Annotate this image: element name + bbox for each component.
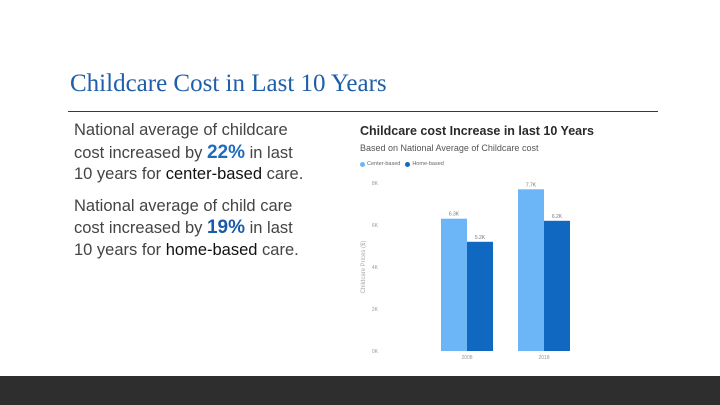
home-based-term: home-based <box>165 240 258 259</box>
y-tick-label: 0K <box>372 349 379 355</box>
bar-home-based-2018 <box>544 220 570 351</box>
paragraph-center-based: National average of childcare cost incre… <box>74 120 314 186</box>
y-axis-label: Childcare Prices ($) <box>361 241 367 294</box>
chart-subtitle: Based on National Average of Childcare c… <box>360 143 539 153</box>
data-label: 6.2K <box>552 214 563 220</box>
bar-center-based-2008 <box>441 218 467 351</box>
center-based-percent: 22% <box>206 141 246 163</box>
paragraph-text: care. <box>257 240 299 259</box>
y-tick-label: 6K <box>372 223 379 229</box>
y-tick-label: 2K <box>372 307 379 313</box>
legend-dot-center-based <box>360 161 365 167</box>
paragraph-text: National average of child care cost incr… <box>74 196 293 238</box>
legend-dot-home-based <box>405 161 411 167</box>
legend-label-home-based: Home-based <box>412 161 444 167</box>
legend-label-center-based: Center-based <box>367 161 401 167</box>
chart-panel: Childcare cost Increase in last 10 Years… <box>354 117 660 365</box>
text-body: National average of childcare cost incre… <box>74 120 314 271</box>
paragraph-text: care. <box>262 165 304 183</box>
y-tick-label: 8K <box>372 181 379 187</box>
legend-item-center-based: Center-based <box>360 161 400 167</box>
bar-home-based-2008 <box>467 241 493 351</box>
slide-title: Childcare Cost in Last 10 Years <box>70 70 387 97</box>
paragraph-text: in last 10 years for <box>74 143 293 184</box>
legend-item-home-based: Home-based <box>405 161 444 167</box>
paragraph-home-based: National average of child care cost incr… <box>74 196 314 262</box>
data-label: 7.7K <box>526 182 537 188</box>
paragraph-text: National average of childcare cost incre… <box>74 121 288 162</box>
bar-center-based-2018 <box>518 189 544 351</box>
y-tick-label: 4K <box>372 265 379 271</box>
chart-legend: Center-based Home-based <box>360 161 444 167</box>
bar-chart: 0K 2K 4K 6K 8K Childcare Prices ($) 6.3K 5.2K 20… <box>361 181 570 361</box>
x-tick-label: 2018 <box>538 355 549 361</box>
home-based-percent: 19% <box>206 217 246 238</box>
data-label: 6.3K <box>449 212 460 218</box>
paragraph-text: in last 10 years for <box>74 219 293 259</box>
chart-title: Childcare cost Increase in last 10 Years <box>360 124 594 138</box>
footer-bar <box>0 376 720 405</box>
data-label: 5.2K <box>475 235 486 241</box>
x-tick-label: 2008 <box>461 355 472 361</box>
center-based-term: center-based <box>165 165 263 183</box>
title-divider <box>68 111 658 112</box>
